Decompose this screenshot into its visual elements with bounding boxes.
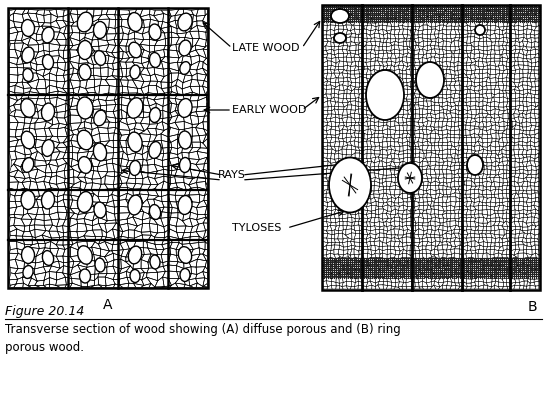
Ellipse shape — [149, 24, 161, 40]
Ellipse shape — [94, 202, 106, 218]
Ellipse shape — [94, 21, 107, 39]
Ellipse shape — [23, 69, 33, 81]
Ellipse shape — [23, 266, 33, 278]
Ellipse shape — [21, 131, 35, 149]
Ellipse shape — [21, 99, 35, 117]
Ellipse shape — [94, 110, 106, 126]
Ellipse shape — [77, 12, 92, 32]
Bar — [322, 5, 540, 290]
Ellipse shape — [128, 13, 142, 31]
Ellipse shape — [179, 40, 191, 56]
Ellipse shape — [149, 108, 161, 122]
Ellipse shape — [78, 246, 92, 264]
Ellipse shape — [95, 258, 105, 272]
Ellipse shape — [178, 196, 192, 215]
Ellipse shape — [79, 64, 91, 80]
Ellipse shape — [22, 158, 34, 172]
Ellipse shape — [128, 132, 142, 152]
Ellipse shape — [178, 247, 191, 263]
Ellipse shape — [42, 27, 54, 43]
Ellipse shape — [129, 246, 142, 264]
Ellipse shape — [149, 142, 161, 158]
Text: Transverse section of wood showing (A) diffuse porous and (B) ring
porous wood.: Transverse section of wood showing (A) d… — [5, 323, 401, 354]
Bar — [8, 8, 208, 288]
Ellipse shape — [149, 53, 160, 67]
Ellipse shape — [180, 62, 190, 74]
Ellipse shape — [475, 25, 485, 35]
Ellipse shape — [334, 33, 346, 43]
Ellipse shape — [22, 47, 34, 63]
Ellipse shape — [178, 99, 192, 118]
Ellipse shape — [467, 155, 483, 175]
Text: A: A — [103, 298, 113, 312]
Ellipse shape — [94, 51, 106, 65]
Ellipse shape — [21, 191, 35, 210]
Ellipse shape — [127, 98, 143, 118]
Ellipse shape — [178, 13, 192, 31]
Ellipse shape — [21, 247, 34, 263]
Text: Figure 20.14: Figure 20.14 — [5, 305, 84, 318]
Ellipse shape — [398, 163, 422, 193]
Ellipse shape — [94, 143, 107, 161]
Ellipse shape — [78, 157, 92, 173]
Ellipse shape — [79, 269, 90, 283]
Ellipse shape — [21, 20, 34, 37]
Ellipse shape — [128, 195, 142, 215]
Ellipse shape — [178, 131, 191, 149]
Ellipse shape — [42, 140, 54, 157]
Ellipse shape — [149, 205, 161, 219]
Ellipse shape — [42, 191, 55, 209]
Text: B: B — [527, 300, 537, 314]
Text: LATE WOOD: LATE WOOD — [232, 43, 300, 53]
Ellipse shape — [366, 70, 404, 120]
Bar — [322, 5, 540, 290]
Ellipse shape — [43, 55, 54, 69]
Ellipse shape — [130, 161, 141, 175]
Ellipse shape — [150, 255, 160, 269]
Ellipse shape — [329, 157, 371, 212]
Text: RAYS: RAYS — [218, 170, 246, 180]
Ellipse shape — [78, 41, 92, 60]
Ellipse shape — [130, 65, 140, 79]
Ellipse shape — [77, 97, 93, 119]
Text: TYLOSES: TYLOSES — [232, 223, 281, 233]
Ellipse shape — [180, 268, 190, 282]
Ellipse shape — [77, 192, 92, 212]
Ellipse shape — [130, 270, 140, 282]
Ellipse shape — [42, 251, 54, 266]
Bar — [8, 8, 208, 288]
Ellipse shape — [416, 62, 444, 98]
Ellipse shape — [179, 157, 190, 173]
Ellipse shape — [331, 9, 349, 23]
Ellipse shape — [77, 130, 93, 150]
Ellipse shape — [129, 42, 141, 58]
Ellipse shape — [42, 103, 55, 121]
Text: EARLY WOOD: EARLY WOOD — [232, 105, 306, 115]
